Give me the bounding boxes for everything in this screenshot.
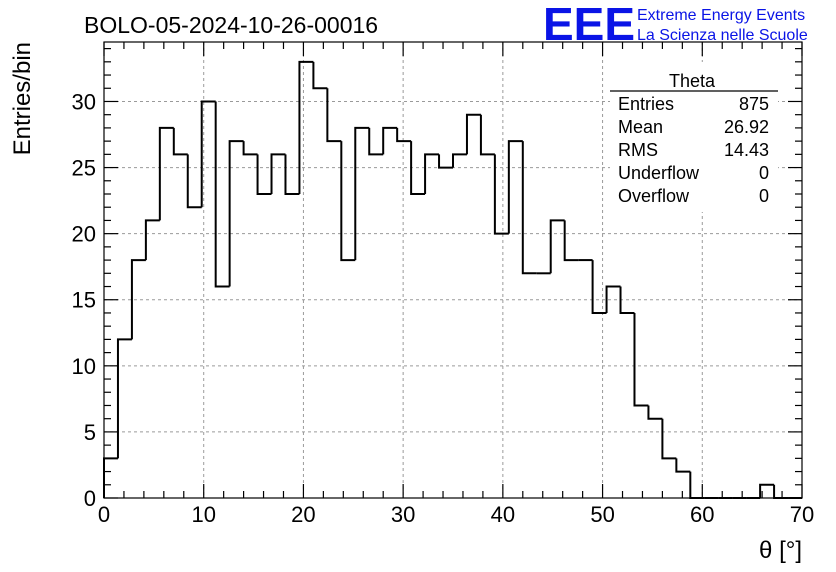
histogram-bin [507,140,523,234]
histogram-bin [396,127,412,143]
stats-row-value: 14.43 [724,140,769,160]
histogram-bin [326,88,342,143]
x-tick-label: 0 [98,502,110,527]
histogram-bin [438,154,453,169]
histogram-bin [563,220,579,262]
histogram-bin [759,483,775,498]
histogram-bin [493,154,509,235]
histogram-bin [647,405,663,420]
histogram-bin [214,101,230,288]
x-tick-label: 40 [491,502,515,527]
histogram-bin [619,286,635,314]
x-tick-label: 30 [391,502,415,527]
logo-line-1: Extreme Energy Events [637,7,805,24]
histogram-bin [633,312,649,407]
x-tick-labels: 0 10 20 30 40 50 60 70 [98,502,814,527]
x-tick-label: 50 [590,502,614,527]
histogram-bin [158,126,174,221]
histogram-bin [144,219,160,261]
histogram-bin [228,140,244,287]
histogram-bin [242,141,258,156]
histogram-bin [465,113,481,155]
stats-rows: Entries 875 Mean 26.92 RMS 14.43 Underflow 0 Ove… [618,94,769,206]
histogram-bin [382,126,398,155]
y-tick-label: 5 [84,420,96,445]
histogram-bin [200,100,216,208]
histogram-bin [298,60,314,194]
histogram-bin [186,154,202,209]
histogram-bin [130,259,146,340]
x-tick-label: 70 [790,502,814,527]
histogram-bin [591,260,607,314]
histogram-bin [284,154,300,195]
y-tick-labels: 0 5 10 15 20 25 30 [72,89,96,511]
histogram-bin [256,154,272,195]
histogram-bin [172,127,188,156]
stats-box: Theta Entries 875 Mean 26.92 RMS 14.43 Underfl… [610,62,778,212]
x-tick-label: 60 [690,502,714,527]
stats-row-value: 26.92 [724,117,769,137]
axis-ticks [103,42,803,499]
x-tick-label: 10 [191,502,215,527]
histogram-bin [675,458,691,473]
y-tick-label: 15 [72,288,96,313]
histogram-bin [452,153,467,168]
histogram-bin [605,285,621,313]
y-axis-label: Entries/bin [9,42,36,155]
histogram-bin [340,141,356,262]
y-tick-label: 0 [84,486,96,511]
y-tick-label: 25 [72,156,96,181]
stats-row-value: 0 [759,186,769,206]
stats-row-label: Overflow [618,186,690,206]
y-tick-label: 20 [72,222,96,247]
x-axis-label: θ [°] [759,537,802,564]
stats-row-label: RMS [618,140,658,160]
stats-row-label: Entries [618,94,674,114]
stats-row-value: 0 [759,163,769,183]
logo-line-2: La Scienza nelle Scuole [637,27,808,44]
y-tick-label: 10 [72,354,96,379]
y-tick-label: 30 [72,89,96,114]
histogram-bin [368,127,384,156]
histogram-bin [549,219,565,274]
stats-row-label: Underflow [618,163,700,183]
chart-title: BOLO-05-2024-10-26-00016 [84,12,378,38]
plot-frame [103,41,803,499]
histogram-bin [424,153,440,194]
histogram-bin [312,61,328,90]
histogram-bin [521,141,537,275]
stats-row-label: Mean [618,117,663,137]
histogram-bin [479,114,495,156]
stats-row-value: 875 [739,94,769,114]
histogram-bin [116,338,132,459]
histogram-bin [661,418,677,460]
stats-box-title: Theta [669,71,716,91]
stats-box-background [610,62,778,212]
histogram-bin [410,141,426,195]
histogram-bin [354,126,370,261]
x-tick-label: 20 [291,502,315,527]
eee-logo: EEE Extreme Energy Events La Scienza nel… [543,0,808,50]
histogram-bin [270,153,286,194]
